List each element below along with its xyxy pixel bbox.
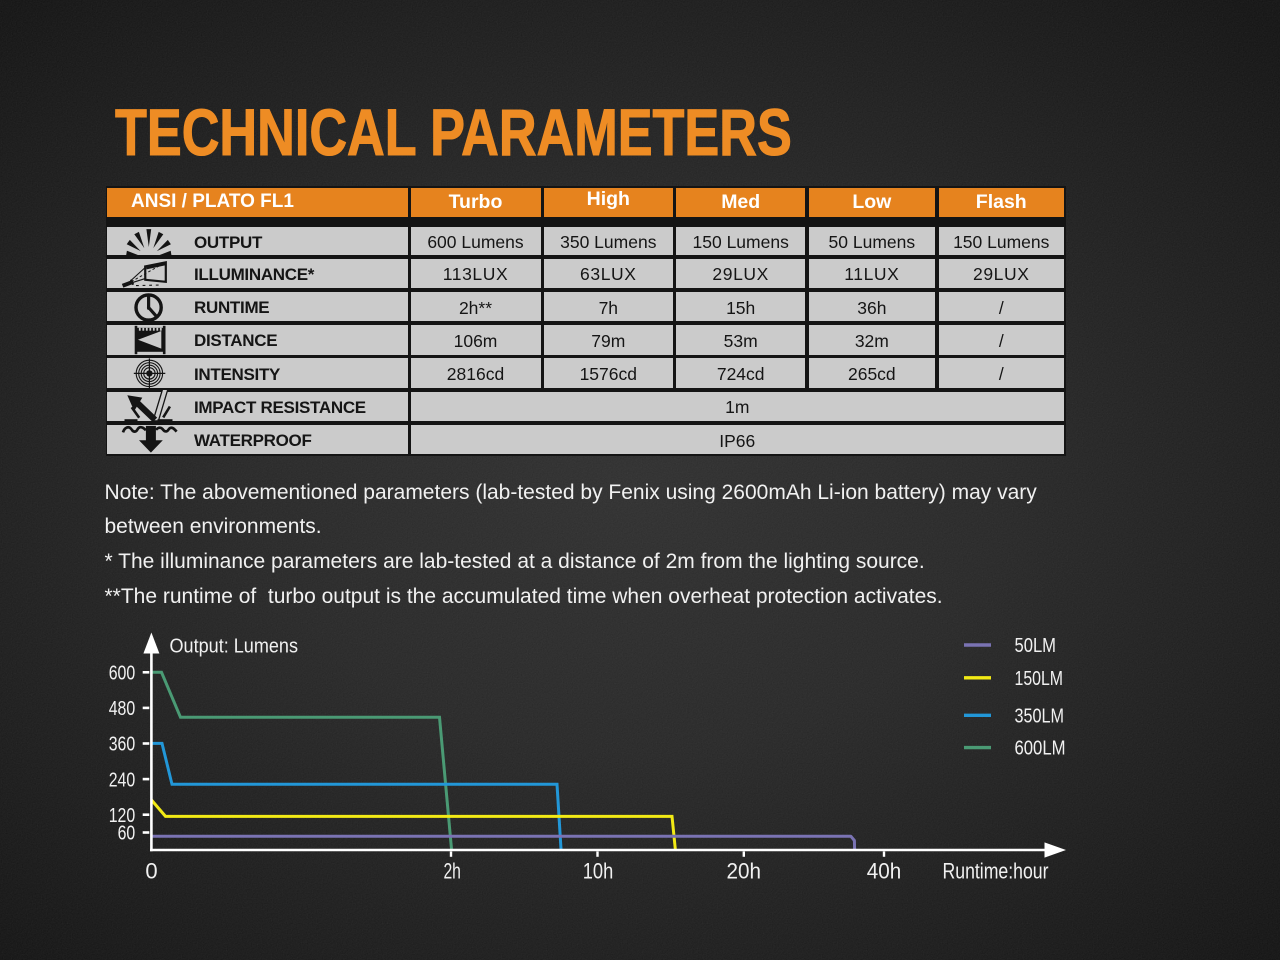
svg-text:350LM: 350LM [1015, 705, 1065, 727]
svg-text:600: 600 [109, 663, 136, 685]
svg-text:50LM: 50LM [1015, 635, 1057, 657]
svg-text:Output: Lumens: Output: Lumens [170, 635, 299, 657]
svg-text:10h: 10h [583, 859, 614, 884]
svg-text:60: 60 [118, 823, 136, 845]
svg-text:0: 0 [145, 859, 157, 884]
svg-text:480: 480 [109, 698, 136, 720]
svg-text:2h: 2h [443, 859, 461, 884]
svg-text:Runtime:hour: Runtime:hour [943, 859, 1049, 884]
svg-text:120: 120 [109, 805, 136, 827]
svg-text:20h: 20h [727, 859, 762, 884]
svg-text:240: 240 [109, 769, 136, 791]
svg-text:40h: 40h [867, 859, 902, 884]
svg-text:600LM: 600LM [1015, 738, 1066, 760]
svg-text:360: 360 [109, 734, 136, 756]
svg-text:150LM: 150LM [1015, 668, 1064, 690]
